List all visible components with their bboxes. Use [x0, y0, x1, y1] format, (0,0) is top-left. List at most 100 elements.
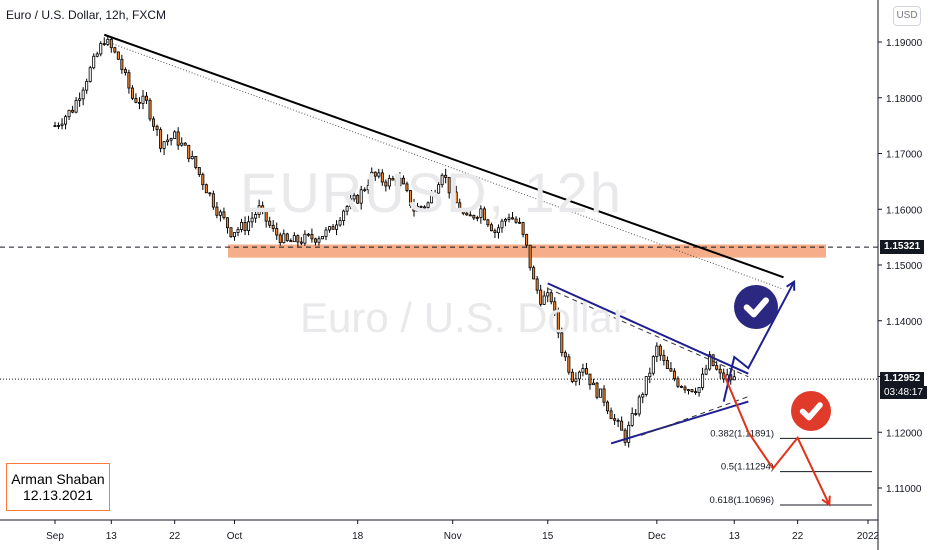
candle-bull	[320, 236, 324, 240]
candle-bear	[278, 234, 282, 244]
candle-bull	[644, 376, 648, 395]
y-tick-label: 1.18000	[886, 94, 923, 105]
candle-bull	[74, 99, 78, 113]
candle-bear	[204, 184, 208, 194]
candle-bull	[704, 368, 708, 375]
candle-bull	[426, 202, 430, 208]
candle-bear	[690, 389, 694, 393]
candle-bull	[218, 211, 222, 216]
candle-bull	[377, 172, 381, 177]
candle-bear	[109, 38, 113, 49]
candle-bull	[655, 345, 659, 357]
downtrend-line	[103, 33, 784, 279]
x-tick-label: 22	[169, 531, 181, 542]
candle-bull	[169, 138, 173, 141]
candle-bull	[504, 219, 507, 222]
candle-bull	[398, 177, 402, 187]
author-box: Arman Shaban 12.13.2021	[6, 463, 110, 511]
zone-price-tag: 1.15321	[880, 240, 925, 255]
candle-bear	[299, 241, 303, 244]
candle-bull	[591, 382, 595, 386]
y-tick-label: 1.14000	[886, 317, 923, 328]
candle-bear	[662, 354, 666, 361]
candle-bull	[440, 174, 444, 186]
candle-bear	[468, 214, 472, 217]
x-tick-label: 15	[542, 531, 554, 542]
candle-bear	[718, 368, 722, 374]
candle-bull	[60, 123, 64, 126]
fib-label: 0.618(1.10696)	[710, 495, 774, 506]
candle-bull	[166, 139, 170, 143]
symbol-watermark: EURUSD, 12h	[240, 161, 624, 224]
y-tick-label: 1.19000	[886, 38, 923, 49]
candle-bear	[535, 278, 539, 291]
candle-bear	[384, 181, 388, 187]
candle-bull	[437, 184, 441, 194]
candle-bear	[401, 177, 405, 185]
candle-bull	[247, 221, 251, 232]
wedge-lower-line	[610, 400, 749, 445]
name-watermark: Euro / U.S. Dollar	[300, 294, 627, 341]
candle-bear	[356, 195, 360, 204]
candle-bull	[479, 208, 483, 218]
candle-bear	[225, 217, 229, 229]
candle-bull	[651, 356, 655, 374]
candle-bear	[472, 214, 476, 219]
candle-bull	[701, 373, 705, 388]
candle-bear	[123, 69, 127, 74]
candle-bear	[525, 233, 529, 246]
candle-bull	[627, 424, 631, 443]
candle-bear	[243, 221, 247, 232]
candle-bear	[584, 368, 588, 375]
candle-bull	[352, 195, 356, 200]
candle-bear	[373, 171, 377, 177]
candle-bear	[289, 240, 293, 243]
scenario-paths	[722, 279, 831, 507]
candle-bear	[606, 401, 610, 412]
candle-bull	[366, 185, 370, 191]
candle-bear	[658, 345, 662, 356]
candle-bear	[514, 218, 518, 223]
candle-bear	[665, 360, 669, 370]
candle-bull	[641, 394, 645, 398]
candle-bear	[602, 388, 606, 403]
candle-bull	[546, 292, 550, 297]
candle-bear	[148, 99, 152, 120]
candle-bear	[408, 190, 412, 206]
resistance-zone	[0, 244, 878, 380]
candle-bull	[57, 125, 61, 127]
x-tick-label: 18	[352, 531, 364, 542]
x-tick-label: Dec	[648, 531, 666, 542]
x-tick-label: Oct	[227, 531, 243, 542]
candle-bull	[370, 171, 374, 186]
candle-bear	[116, 51, 120, 60]
candle-bull	[648, 372, 652, 377]
y-tick-label: 1.16000	[886, 205, 923, 216]
author-name: Arman Shaban	[11, 471, 105, 487]
candle-bull	[257, 205, 261, 215]
candle-bull	[233, 232, 236, 238]
candle-bear	[556, 309, 560, 334]
candle-bear	[306, 233, 310, 236]
x-tick-label: 22	[792, 531, 804, 542]
wedge-inner-upper	[547, 287, 749, 378]
candle-bear	[461, 211, 465, 214]
candle-bear	[127, 72, 131, 89]
candle-bull	[254, 214, 258, 219]
candle-bull	[85, 81, 89, 91]
candle-bear	[215, 206, 219, 216]
candle-bear	[609, 410, 613, 420]
candle-bear	[595, 382, 599, 398]
candle-bear	[694, 391, 698, 394]
candle-bull	[637, 396, 641, 415]
candle-bull	[78, 98, 82, 101]
candle-bull	[162, 141, 166, 149]
currency-button[interactable]: USD	[893, 6, 921, 26]
candle-bull	[67, 109, 71, 118]
candle-bear	[53, 125, 57, 128]
candle-bear	[511, 217, 515, 220]
candle-bear	[194, 156, 198, 168]
y-tick-label: 1.15000	[886, 261, 923, 272]
